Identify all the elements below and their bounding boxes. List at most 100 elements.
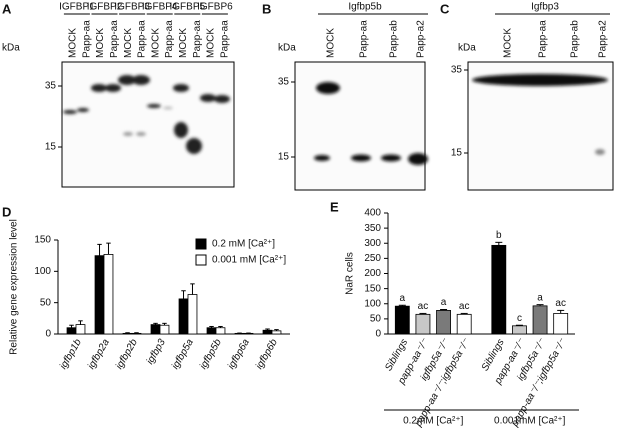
y-tick-label: 50 [40, 297, 52, 308]
bar [532, 305, 548, 335]
y-tick-label: 100 [364, 298, 381, 309]
annotation: a [400, 293, 406, 304]
blot-title: Igfbp3 [531, 2, 559, 13]
error-bar [162, 322, 167, 326]
bar [178, 298, 189, 335]
bar [187, 294, 198, 335]
error-bar [181, 290, 186, 299]
error-bar [398, 304, 406, 307]
marker-label: 15 [451, 148, 463, 159]
x-tick-label: igfbp5a [170, 337, 196, 371]
bar [159, 324, 170, 335]
panel-label: A [2, 1, 12, 16]
x-tick-label: igfbp2a [86, 337, 112, 371]
kda-label: kDa [278, 43, 296, 54]
x-tick-label: igfbp6a [226, 337, 252, 371]
error-bar [218, 325, 223, 328]
bar [262, 329, 273, 335]
group-label: IGFBP6 [197, 2, 233, 13]
blot-a [61, 61, 614, 191]
y-tick-label: 150 [34, 235, 51, 246]
error-bar [134, 332, 139, 334]
y-axis-label: Relative gene expression level [9, 219, 20, 355]
y-axis-label: NaR cells [345, 252, 356, 295]
lane-label: Papp-ab [570, 20, 581, 58]
y-tick-label: 250 [364, 253, 381, 264]
error-bar [153, 322, 158, 325]
group-label: 0.2mM [Ca²⁺] [403, 416, 464, 427]
y-tick-label: 350 [364, 223, 381, 234]
y-tick-label: 300 [364, 238, 381, 249]
error-bar [265, 328, 270, 331]
error-bar [69, 324, 74, 328]
x-tick-label: igfbp5b [198, 337, 224, 371]
blot-title: Igfbp5b [348, 2, 382, 13]
lane-label: Papp-aa [109, 20, 120, 58]
lane-label: Papp-aa [538, 20, 549, 58]
bar [66, 327, 77, 335]
bar [394, 305, 410, 335]
marker-label: 35 [45, 81, 57, 92]
group-label: IGFBP4 [142, 2, 178, 13]
error-bar [557, 309, 565, 314]
annotation: a [441, 297, 447, 308]
error-bar [78, 320, 83, 325]
panel-label: C [440, 1, 450, 16]
kda-label: kDa [458, 43, 476, 54]
bar [94, 255, 105, 335]
error-bar [460, 312, 468, 315]
x-tick-label: igfbp2b [114, 337, 140, 371]
bar [150, 324, 161, 335]
bar [271, 330, 282, 335]
marker-label: 35 [278, 77, 290, 88]
lane-label: MOCK [178, 28, 189, 58]
marker-label: 35 [451, 65, 463, 76]
bar [103, 254, 114, 335]
bar [553, 313, 569, 335]
lane-label: Papp-aa [192, 20, 203, 58]
bar [436, 310, 451, 335]
x-tick-label: igfbp3 [145, 337, 168, 366]
legend-label: 0.2 mM [Ca²⁺] [212, 239, 275, 250]
lane-label: MOCK [503, 28, 514, 58]
lane-label: Papp-aa [137, 20, 148, 58]
bar [456, 313, 472, 335]
lane-label: MOCK [95, 28, 106, 58]
error-bar [419, 312, 427, 315]
group-label: IGFBP1 [59, 2, 95, 13]
marker-label: 15 [45, 142, 57, 153]
lane-label: Papp-a2 [416, 20, 427, 58]
y-tick-label: 0 [375, 329, 381, 340]
bar [206, 327, 217, 335]
panel-label: E [330, 199, 339, 214]
y-tick-label: 400 [364, 208, 381, 219]
annotation: ac [555, 298, 566, 309]
y-tick-label: 100 [34, 266, 51, 277]
error-bar [440, 308, 448, 311]
bar [215, 327, 226, 335]
error-bar [125, 332, 130, 334]
bar [491, 244, 507, 335]
lane-label: MOCK [326, 28, 337, 58]
legend-swatch [195, 238, 207, 250]
bar [512, 325, 527, 335]
panel-label: D [2, 204, 11, 219]
lane-label: Papp-ab [389, 20, 400, 58]
error-bar [536, 304, 544, 306]
group-label: 0.001mM [Ca²⁺] [494, 416, 566, 427]
lane-label: MOCK [68, 28, 79, 58]
x-tick-label: igfbp6b [254, 337, 280, 371]
legend-swatch [195, 254, 207, 266]
marker-label: 15 [278, 152, 290, 163]
panel-label: B [262, 1, 271, 16]
bar [131, 332, 142, 335]
error-bar [106, 242, 111, 255]
lane-label: Papp-aa [219, 20, 230, 58]
error-bar [97, 243, 102, 256]
error-bar [495, 241, 503, 246]
error-bar [515, 324, 523, 326]
legend-label: 0.001 mM [Ca²⁺] [212, 255, 286, 266]
annotation: b [496, 230, 502, 241]
error-bar [274, 329, 279, 331]
